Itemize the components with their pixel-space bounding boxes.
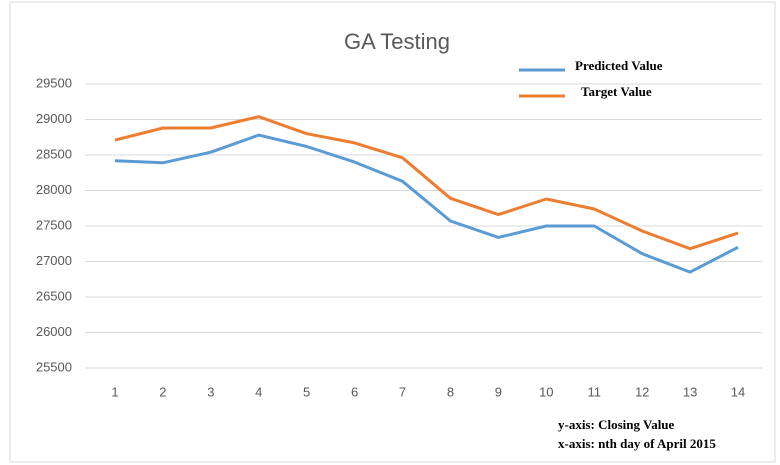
x-tick-label: 8 bbox=[447, 384, 454, 399]
y-tick-label: 28000 bbox=[36, 182, 72, 197]
line-series bbox=[114, 115, 739, 251]
x-tick-label: 2 bbox=[159, 384, 166, 399]
y-tick-label: 29000 bbox=[36, 111, 72, 126]
x-tick-label: 1 bbox=[111, 384, 118, 399]
legend-label: Target Value bbox=[581, 84, 652, 99]
y-tick-label: 27500 bbox=[36, 217, 72, 232]
line-series bbox=[114, 133, 739, 274]
x-tick-label: 4 bbox=[255, 384, 262, 399]
legend-label: Predicted Value bbox=[575, 58, 663, 73]
x-tick-label: 9 bbox=[495, 384, 502, 399]
annotation: x-axis: nth day of April 2015 bbox=[558, 436, 716, 451]
y-tick-label: 28500 bbox=[36, 146, 72, 161]
x-tick-label: 3 bbox=[207, 384, 214, 399]
x-tick-label: 10 bbox=[539, 384, 553, 399]
y-tick-label: 25500 bbox=[36, 359, 72, 374]
annotation: y-axis: Closing Value bbox=[558, 417, 675, 432]
x-tick-label: 7 bbox=[399, 384, 406, 399]
x-tick-label: 14 bbox=[731, 384, 745, 399]
chart-title: GA Testing bbox=[344, 29, 450, 54]
y-tick-label: 26500 bbox=[36, 288, 72, 303]
x-tick-label: 5 bbox=[303, 384, 310, 399]
y-tick-label: 29500 bbox=[36, 75, 72, 90]
x-tick-label: 11 bbox=[588, 384, 602, 399]
x-tick-label: 12 bbox=[635, 384, 649, 399]
y-tick-label: 27000 bbox=[36, 253, 72, 268]
x-tick-label: 13 bbox=[683, 384, 697, 399]
y-tick-label: 26000 bbox=[36, 324, 72, 339]
x-tick-label: 6 bbox=[351, 384, 358, 399]
